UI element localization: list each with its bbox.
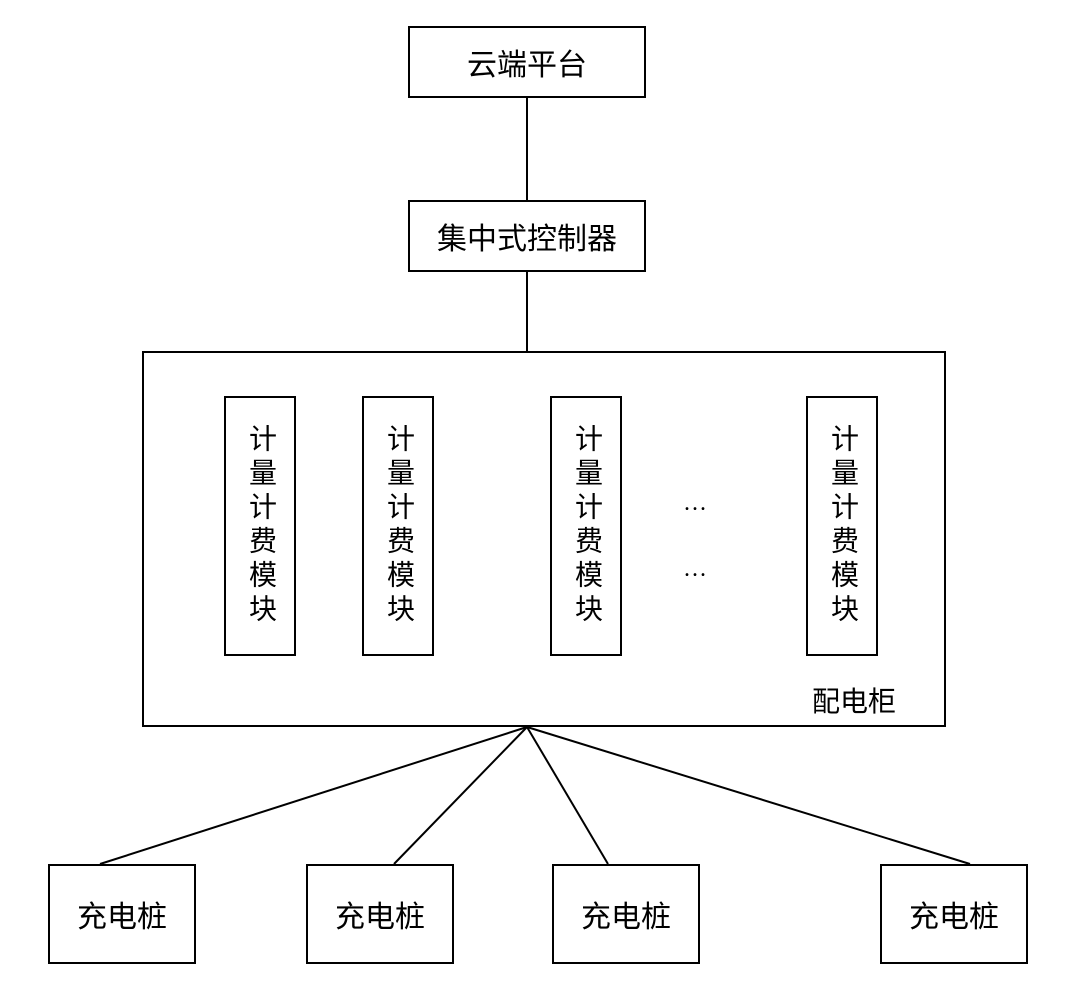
- pile-label-3: 充电桩: [581, 892, 671, 936]
- module-box-2: 计量计费模块: [362, 396, 434, 656]
- module-label-4: 计量计费模块: [822, 424, 862, 628]
- ellipsis-2: ...: [684, 556, 708, 583]
- pile-box-4: 充电桩: [880, 864, 1028, 964]
- controller-box: 集中式控制器: [408, 200, 646, 272]
- cloud-platform-box: 云端平台: [408, 26, 646, 98]
- pile-box-1: 充电桩: [48, 864, 196, 964]
- module-box-3: 计量计费模块: [550, 396, 622, 656]
- ellipsis-1: ...: [684, 490, 708, 517]
- module-box-1: 计量计费模块: [224, 396, 296, 656]
- pile-label-2: 充电桩: [335, 892, 425, 936]
- pile-box-2: 充电桩: [306, 864, 454, 964]
- pile-label-4: 充电桩: [909, 892, 999, 936]
- cabinet-label: 配电柜: [812, 680, 896, 720]
- module-box-4: 计量计费模块: [806, 396, 878, 656]
- pile-box-3: 充电桩: [552, 864, 700, 964]
- module-label-2: 计量计费模块: [378, 424, 418, 628]
- module-label-3: 计量计费模块: [566, 424, 606, 628]
- pile-label-1: 充电桩: [77, 892, 167, 936]
- controller-label: 集中式控制器: [437, 214, 617, 258]
- module-label-1: 计量计费模块: [240, 424, 280, 628]
- cloud-platform-label: 云端平台: [467, 40, 587, 84]
